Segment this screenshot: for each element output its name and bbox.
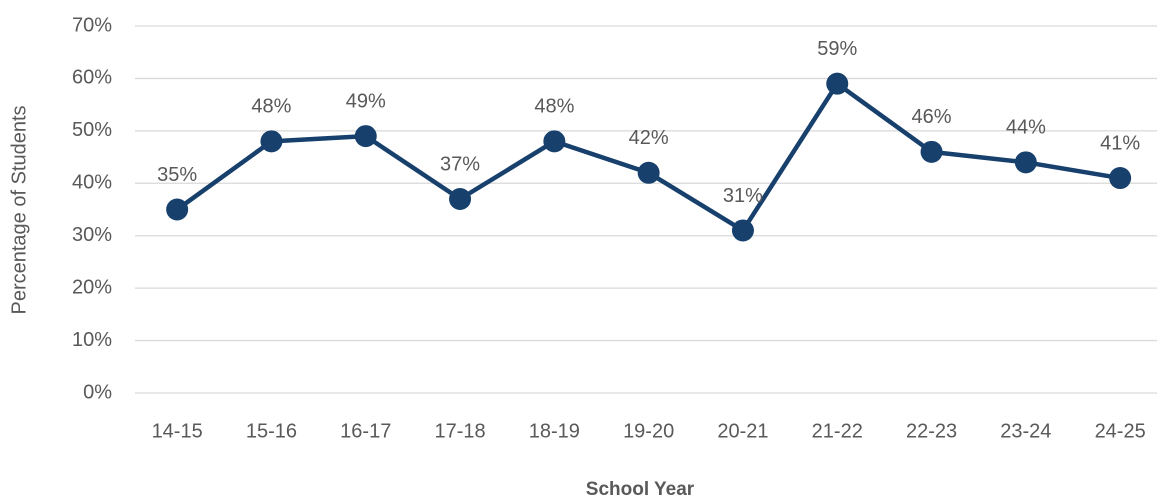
x-tick-label: 23-24 (1000, 420, 1051, 442)
data-point (449, 188, 472, 211)
data-label: 37% (440, 153, 480, 175)
y-tick-label: 0% (83, 381, 112, 403)
x-tick-label: 16-17 (340, 420, 391, 442)
data-label: 46% (912, 106, 952, 128)
y-axis-title: Percentage of Students (8, 105, 30, 314)
data-label: 31% (723, 185, 763, 207)
data-point (166, 198, 189, 221)
data-point (354, 125, 377, 148)
data-label: 48% (534, 96, 574, 118)
x-tick-label: 20-21 (717, 420, 768, 442)
x-tick-label: 18-19 (529, 420, 580, 442)
y-tick-label: 50% (72, 119, 112, 141)
data-label: 44% (1006, 117, 1046, 139)
y-tick-label: 70% (72, 14, 112, 36)
data-point (826, 72, 849, 95)
data-label: 59% (817, 38, 857, 60)
x-tick-label: 24-25 (1095, 420, 1146, 442)
data-point (260, 130, 283, 153)
data-point (637, 161, 660, 184)
data-label: 48% (251, 96, 291, 118)
x-axis-title: School Year (586, 479, 695, 500)
data-point (543, 130, 566, 153)
y-tick-label: 60% (72, 67, 112, 89)
y-tick-label: 20% (72, 276, 112, 298)
data-label: 35% (157, 164, 197, 186)
data-point (731, 219, 754, 242)
x-tick-label: 19-20 (623, 420, 674, 442)
y-tick-label: 30% (72, 224, 112, 246)
x-tick-label: 17-18 (434, 420, 485, 442)
data-point (1109, 167, 1132, 190)
y-tick-label: 40% (72, 172, 112, 194)
x-tick-label: 15-16 (246, 420, 297, 442)
x-tick-label: 21-22 (812, 420, 863, 442)
data-point (1014, 151, 1037, 174)
data-label: 41% (1100, 132, 1140, 154)
y-tick-label: 10% (72, 329, 112, 351)
data-label: 49% (346, 90, 386, 112)
data-label: 42% (629, 127, 669, 149)
x-tick-label: 22-23 (906, 420, 957, 442)
series-line (175, 81, 1121, 233)
x-tick-label: 14-15 (152, 420, 203, 442)
data-point (920, 140, 943, 163)
